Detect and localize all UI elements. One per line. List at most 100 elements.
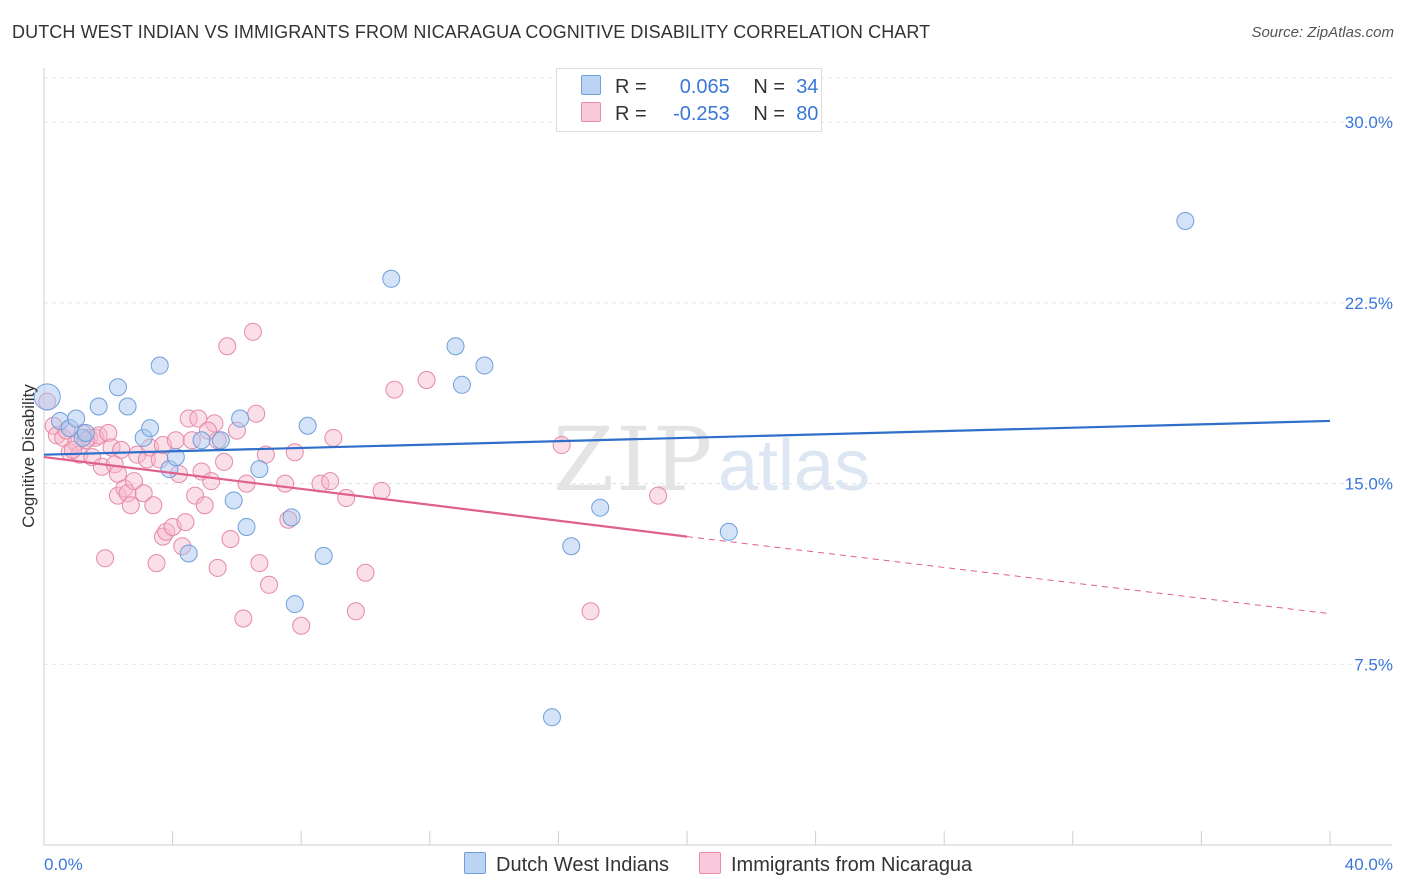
data-point-dutch-west-indians (1176, 211, 1195, 230)
data-point-dutch-west-indians (446, 337, 465, 356)
data-point-nicaragua (221, 530, 240, 549)
data-point-nicaragua (417, 370, 436, 389)
watermark-atlas: atlas (718, 426, 870, 506)
data-point-dutch-west-indians (141, 419, 160, 438)
data-point-nicaragua (321, 472, 340, 491)
data-point-dutch-west-indians (475, 356, 494, 375)
trendlines (43, 419, 1331, 615)
data-point-dutch-west-indians (285, 595, 304, 614)
data-point-nicaragua (166, 431, 185, 450)
data-point-dutch-west-indians (562, 537, 581, 556)
legend-n-value-pink: 80 (796, 103, 819, 125)
data-point-nicaragua (243, 322, 262, 341)
grid-lines (44, 77, 1392, 665)
legend-r-label: R = (615, 103, 647, 125)
data-point-nicaragua (260, 575, 279, 594)
legend-n-label: N = (753, 76, 786, 98)
data-point-nicaragua (324, 428, 343, 447)
data-point-nicaragua (356, 563, 375, 582)
y-tick-label: 22.5% (1345, 294, 1393, 313)
data-point-nicaragua (134, 484, 153, 503)
data-point-dutch-west-indians (231, 409, 250, 428)
y-tick-label: 15.0% (1345, 475, 1393, 494)
legend-n-value-blue: 34 (796, 76, 819, 98)
correlation-legend: R = 0.065 N = 34 R = -0.253 N = 80 (556, 68, 822, 132)
data-point-nicaragua (337, 489, 356, 508)
data-point-dutch-west-indians (179, 544, 198, 563)
series-legend: Dutch West Indians Immigrants from Nicar… (0, 852, 1406, 878)
data-point-nicaragua (276, 474, 295, 493)
data-point-dutch-west-indians (67, 409, 86, 428)
data-point-dutch-west-indians (250, 460, 269, 479)
tick-labels: 7.5% 15.0% 22.5% 30.0% 0.0% 40.0% (44, 113, 1393, 874)
chart-title: DUTCH WEST INDIAN VS IMMIGRANTS FROM NIC… (12, 22, 931, 42)
data-point-nicaragua (176, 513, 195, 532)
data-point-dutch-west-indians (591, 498, 610, 517)
data-point-dutch-west-indians (118, 397, 137, 416)
data-point-nicaragua (649, 486, 668, 505)
data-point-dutch-west-indians (298, 416, 317, 435)
data-point-dutch-west-indians (719, 522, 738, 541)
data-point-nicaragua (285, 443, 304, 462)
data-point-nicaragua (112, 440, 131, 459)
data-point-nicaragua (372, 481, 391, 500)
legend-n-label: N = (753, 103, 786, 125)
y-axis-label: Cognitive Disability (19, 384, 38, 528)
data-point-nicaragua (292, 616, 311, 635)
data-point-nicaragua (96, 549, 115, 568)
data-point-nicaragua (218, 337, 237, 356)
data-point-dutch-west-indians (150, 356, 169, 375)
data-point-nicaragua (99, 423, 118, 442)
legend-swatch-blue (581, 75, 601, 95)
legend-r-value-pink: -0.253 (673, 103, 730, 125)
data-point-dutch-west-indians (108, 378, 127, 397)
legend-row-pink: R = -0.253 N = 80 (581, 102, 818, 126)
y-tick-label: 7.5% (1354, 655, 1393, 674)
data-point-nicaragua (234, 609, 253, 628)
series-legend-swatch-pink (699, 852, 721, 874)
data-point-dutch-west-indians (192, 431, 211, 450)
data-point-nicaragua (195, 496, 214, 515)
series-legend-item-nicaragua: Immigrants from Nicaragua (699, 852, 972, 877)
data-point-nicaragua (208, 558, 227, 577)
axes (43, 68, 1392, 846)
data-point-dutch-west-indians (237, 517, 256, 536)
series-dutch-west-indians-points (33, 211, 1195, 727)
series-legend-label-pink: Immigrants from Nicaragua (731, 854, 973, 876)
data-point-nicaragua (247, 404, 266, 423)
data-point-nicaragua (202, 472, 221, 491)
series-legend-swatch-blue (464, 852, 486, 874)
data-point-nicaragua (144, 496, 163, 515)
data-point-nicaragua (385, 380, 404, 399)
data-point-nicaragua (147, 554, 166, 573)
data-point-nicaragua (581, 602, 600, 621)
data-point-dutch-west-indians (542, 708, 561, 727)
data-point-nicaragua (115, 479, 134, 498)
data-point-nicaragua (179, 409, 198, 428)
legend-r-label: R = (615, 76, 647, 98)
data-point-dutch-west-indians (314, 546, 333, 565)
data-point-dutch-west-indians (33, 383, 61, 411)
data-point-nicaragua (186, 486, 205, 505)
source-credit: Source: ZipAtlas.com (1251, 24, 1394, 41)
data-point-dutch-west-indians (89, 397, 108, 416)
x-tick-label-max: 40.0% (1345, 855, 1393, 874)
legend-swatch-pink (581, 102, 601, 122)
data-point-dutch-west-indians (382, 269, 401, 288)
series-legend-label-blue: Dutch West Indians (496, 854, 670, 876)
trendline-dutch-west-indians (43, 419, 1331, 456)
legend-row-blue: R = 0.065 N = 34 (581, 75, 818, 99)
data-point-nicaragua (215, 452, 234, 471)
data-point-nicaragua (346, 602, 365, 621)
data-point-dutch-west-indians (224, 491, 243, 510)
y-tick-label: 30.0% (1345, 113, 1393, 132)
watermark: ZIP atlas (553, 408, 870, 511)
data-point-nicaragua (250, 554, 269, 573)
data-point-dutch-west-indians (452, 375, 471, 394)
series-legend-item-dutch-west-indians: Dutch West Indians (464, 852, 669, 877)
trendline-nicaragua (686, 536, 1331, 615)
data-point-dutch-west-indians (76, 423, 95, 442)
watermark-zip: ZIP (553, 408, 714, 511)
data-point-dutch-west-indians (166, 448, 185, 467)
